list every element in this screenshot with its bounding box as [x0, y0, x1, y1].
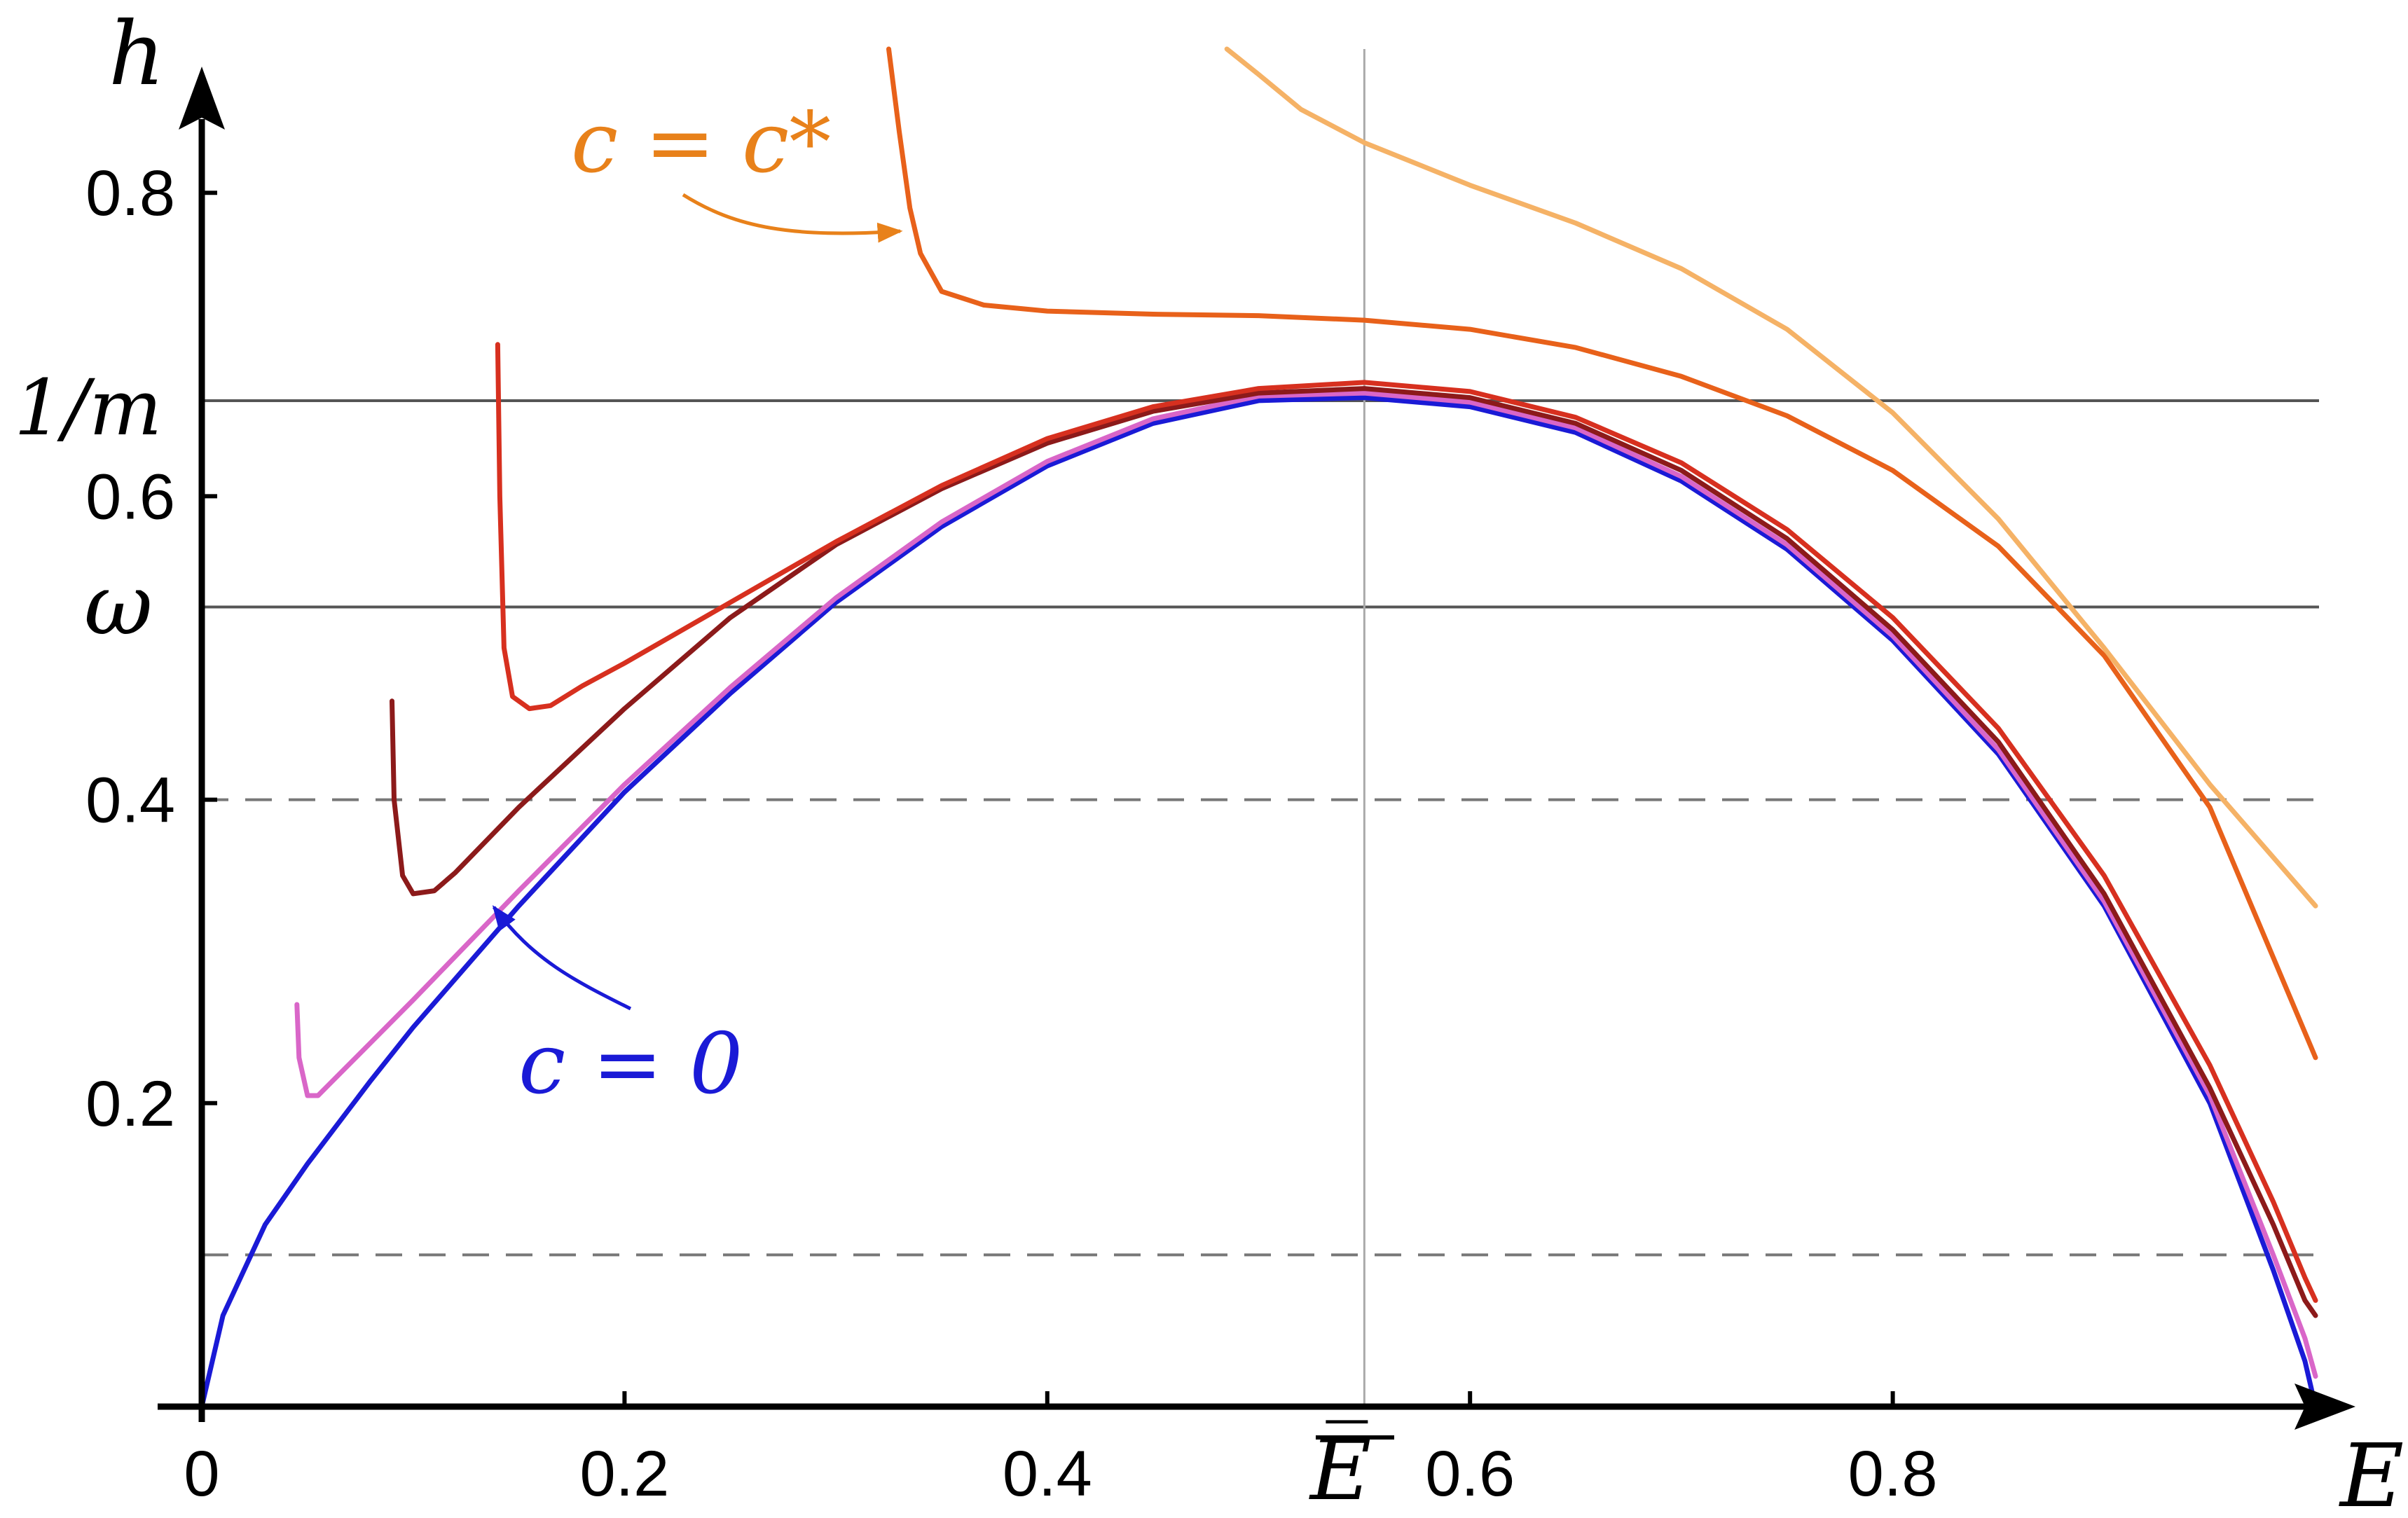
series-line-1: [294, 390, 2318, 1379]
y-tick-label-1: 0.4: [85, 765, 175, 836]
annotation-c-zero-arrow: [492, 905, 632, 1011]
x-tick-label-4: 0.8: [1848, 1438, 1938, 1510]
x-tick-label-1: 0.2: [579, 1438, 669, 1510]
y-label-omega: ω: [84, 557, 153, 654]
axes: [158, 67, 2355, 1430]
reference-lines: [202, 49, 2319, 1407]
series-line-0: [199, 395, 2318, 1409]
series-layer: [199, 46, 2318, 1409]
series-line-3: [495, 342, 2318, 1303]
annotation-c-star-arrow: [682, 193, 903, 243]
x-axis-label: E: [2339, 1426, 2404, 1518]
x-tick-label-2: 0.4: [1003, 1438, 1092, 1510]
tick-labels: 0 0.2 0.4 0.6 0.8 0.2 0.4 0.6 0.8: [85, 158, 1937, 1510]
y-tick-label-0: 0.2: [85, 1068, 175, 1140]
series-line-5: [1224, 46, 2318, 909]
y-tick-label-3: 0.8: [85, 158, 175, 229]
series-line-4: [886, 46, 2318, 1061]
x-tick-label-3: 0.6: [1425, 1438, 1515, 1510]
x-axis-arrowhead: [2295, 1384, 2355, 1430]
tick-marks: [202, 191, 1895, 1407]
x-label-e-bar: E̅: [1309, 1420, 1372, 1518]
x-tick-label-0: 0: [184, 1438, 219, 1510]
y-axis-label: h: [109, 4, 165, 105]
series-line-2: [390, 386, 2318, 1318]
annotation-c-zero: c = 0: [518, 1016, 743, 1113]
annotation-c-star: c = c*: [571, 95, 831, 192]
y-label-1-over-m: 1/m: [14, 363, 162, 453]
y-axis-arrowhead: [179, 67, 225, 130]
y-tick-label-2: 0.6: [85, 461, 175, 532]
